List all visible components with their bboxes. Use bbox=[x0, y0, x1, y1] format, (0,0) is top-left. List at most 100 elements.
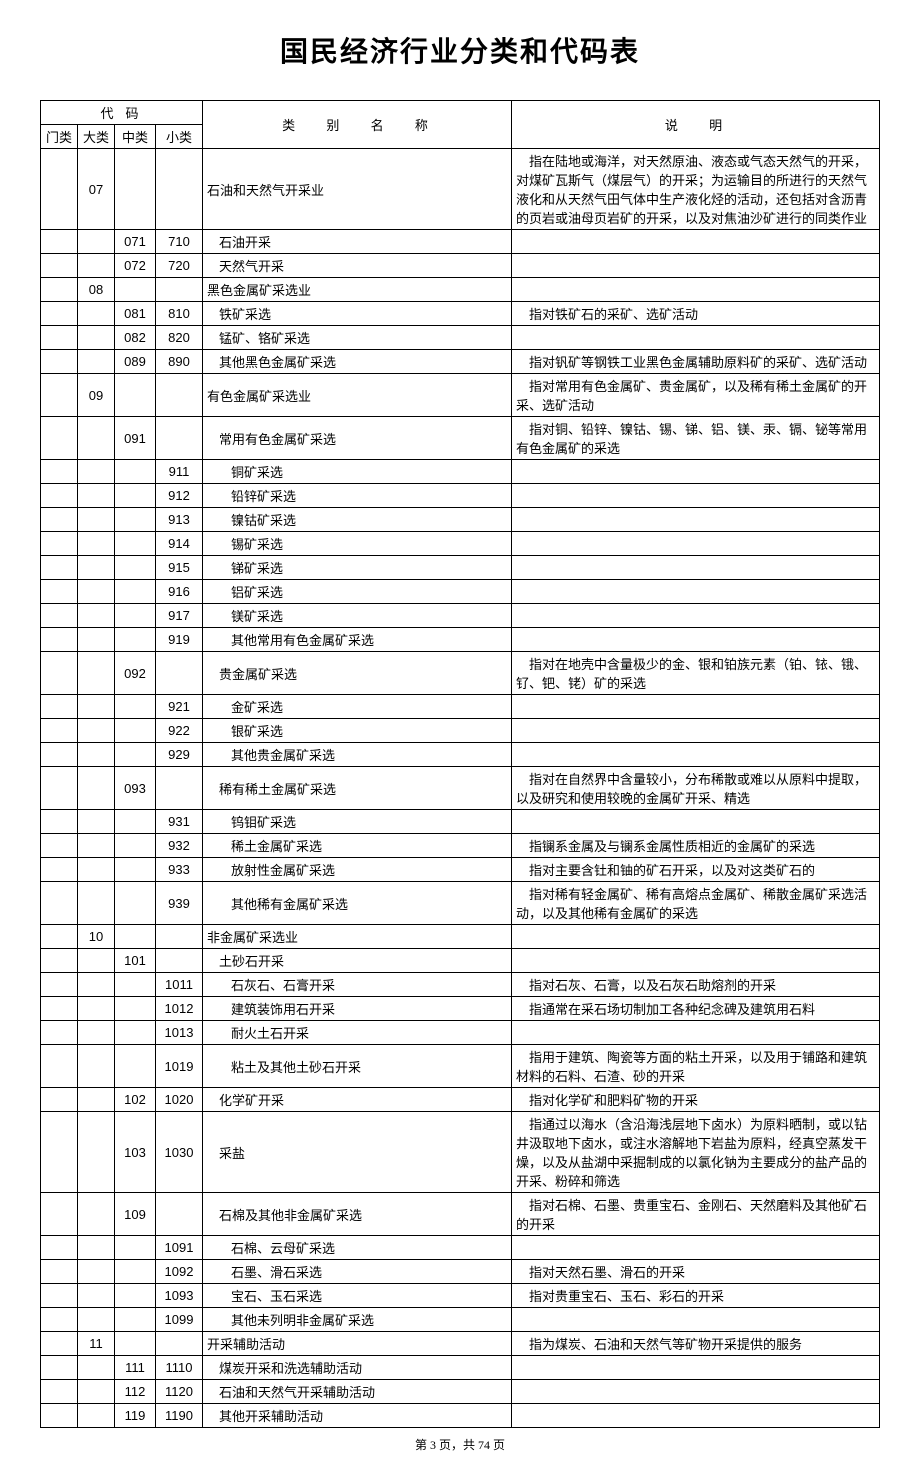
cell-dalei bbox=[78, 652, 115, 695]
cell-desc bbox=[512, 556, 880, 580]
cell-desc: 指对稀有轻金属矿、稀有高熔点金属矿、稀散金属矿采选活动，以及其他稀有金属矿的采选 bbox=[512, 882, 880, 925]
cell-menlei bbox=[41, 1356, 78, 1380]
cell-name: 稀有稀土金属矿采选 bbox=[203, 767, 512, 810]
cell-name: 常用有色金属矿采选 bbox=[203, 417, 512, 460]
table-row: 922银矿采选 bbox=[41, 719, 880, 743]
table-row: 1031030采盐 指通过以海水（含沿海浅层地下卤水）为原料晒制，或以钻井汲取地… bbox=[41, 1112, 880, 1193]
table-row: 089890其他黑色金属矿采选 指对钒矿等钢铁工业黑色金属辅助原料矿的采矿、选矿… bbox=[41, 350, 880, 374]
cell-menlei bbox=[41, 1284, 78, 1308]
cell-dalei bbox=[78, 882, 115, 925]
header-desc: 说 明 bbox=[512, 101, 880, 149]
cell-zhonglei bbox=[115, 508, 156, 532]
cell-xiaolei: 917 bbox=[156, 604, 203, 628]
cell-name: 非金属矿采选业 bbox=[203, 925, 512, 949]
cell-menlei bbox=[41, 1332, 78, 1356]
cell-xiaolei: 913 bbox=[156, 508, 203, 532]
cell-dalei bbox=[78, 1112, 115, 1193]
cell-dalei bbox=[78, 1284, 115, 1308]
cell-dalei bbox=[78, 484, 115, 508]
header-menlei: 门类 bbox=[41, 125, 78, 149]
cell-menlei bbox=[41, 719, 78, 743]
cell-dalei bbox=[78, 326, 115, 350]
cell-menlei bbox=[41, 350, 78, 374]
cell-dalei bbox=[78, 1356, 115, 1380]
cell-desc bbox=[512, 1404, 880, 1428]
cell-dalei bbox=[78, 810, 115, 834]
cell-xiaolei bbox=[156, 767, 203, 810]
cell-xiaolei: 933 bbox=[156, 858, 203, 882]
cell-menlei bbox=[41, 767, 78, 810]
cell-dalei bbox=[78, 695, 115, 719]
cell-zhonglei: 109 bbox=[115, 1193, 156, 1236]
table-row: 1092石墨、滑石采选 指对天然石墨、滑石的开采 bbox=[41, 1260, 880, 1284]
cell-name: 镁矿采选 bbox=[203, 604, 512, 628]
cell-desc bbox=[512, 532, 880, 556]
cell-xiaolei: 932 bbox=[156, 834, 203, 858]
table-row: 1121120石油和天然气开采辅助活动 bbox=[41, 1380, 880, 1404]
table-row: 092贵金属矿采选 指对在地壳中含量极少的金、银和铂族元素（铂、铱、锇、钌、钯、… bbox=[41, 652, 880, 695]
cell-desc: 指在陆地或海洋，对天然原油、液态或气态天然气的开采，对煤矿瓦斯气（煤层气）的开采… bbox=[512, 149, 880, 230]
cell-dalei bbox=[78, 1045, 115, 1088]
cell-xiaolei: 1190 bbox=[156, 1404, 203, 1428]
table-row: 1111110煤炭开采和洗选辅助活动 bbox=[41, 1356, 880, 1380]
cell-xiaolei: 1020 bbox=[156, 1088, 203, 1112]
cell-desc: 指对钒矿等钢铁工业黑色金属辅助原料矿的采矿、选矿活动 bbox=[512, 350, 880, 374]
cell-dalei bbox=[78, 302, 115, 326]
cell-dalei bbox=[78, 949, 115, 973]
cell-desc: 指对在地壳中含量极少的金、银和铂族元素（铂、铱、锇、钌、钯、铑）矿的采选 bbox=[512, 652, 880, 695]
cell-desc bbox=[512, 695, 880, 719]
cell-xiaolei: 890 bbox=[156, 350, 203, 374]
cell-dalei bbox=[78, 973, 115, 997]
cell-menlei bbox=[41, 278, 78, 302]
cell-dalei bbox=[78, 1088, 115, 1112]
cell-menlei bbox=[41, 556, 78, 580]
cell-zhonglei bbox=[115, 834, 156, 858]
cell-menlei bbox=[41, 652, 78, 695]
cell-xiaolei: 1093 bbox=[156, 1284, 203, 1308]
cell-desc: 指镧系金属及与镧系金属性质相近的金属矿的采选 bbox=[512, 834, 880, 858]
cell-name: 宝石、玉石采选 bbox=[203, 1284, 512, 1308]
cell-name: 其他贵金属矿采选 bbox=[203, 743, 512, 767]
cell-zhonglei bbox=[115, 484, 156, 508]
cell-name: 石油和天然气开采业 bbox=[203, 149, 512, 230]
table-body: 07石油和天然气开采业 指在陆地或海洋，对天然原油、液态或气态天然气的开采，对煤… bbox=[41, 149, 880, 1428]
cell-xiaolei: 1099 bbox=[156, 1308, 203, 1332]
cell-desc bbox=[512, 230, 880, 254]
cell-desc: 指对天然石墨、滑石的开采 bbox=[512, 1260, 880, 1284]
cell-xiaolei: 1030 bbox=[156, 1112, 203, 1193]
cell-zhonglei: 091 bbox=[115, 417, 156, 460]
cell-menlei bbox=[41, 460, 78, 484]
cell-zhonglei bbox=[115, 460, 156, 484]
cell-zhonglei: 071 bbox=[115, 230, 156, 254]
cell-xiaolei: 1013 bbox=[156, 1021, 203, 1045]
cell-dalei bbox=[78, 230, 115, 254]
cell-xiaolei bbox=[156, 278, 203, 302]
cell-desc bbox=[512, 1236, 880, 1260]
cell-menlei bbox=[41, 1112, 78, 1193]
table-row: 1013耐火土石开采 bbox=[41, 1021, 880, 1045]
table-row: 931钨钼矿采选 bbox=[41, 810, 880, 834]
industry-table: 代码 类 别 名 称 说 明 门类 大类 中类 小类 07石油和天然气开采业 指… bbox=[40, 100, 880, 1428]
cell-zhonglei bbox=[115, 1308, 156, 1332]
table-row: 1099其他未列明非金属矿采选 bbox=[41, 1308, 880, 1332]
table-row: 071710石油开采 bbox=[41, 230, 880, 254]
cell-zhonglei bbox=[115, 810, 156, 834]
cell-name: 化学矿开采 bbox=[203, 1088, 512, 1112]
header-name: 类 别 名 称 bbox=[203, 101, 512, 149]
cell-zhonglei: 082 bbox=[115, 326, 156, 350]
cell-zhonglei bbox=[115, 743, 156, 767]
cell-name: 黑色金属矿采选业 bbox=[203, 278, 512, 302]
cell-zhonglei bbox=[115, 1236, 156, 1260]
cell-dalei bbox=[78, 556, 115, 580]
cell-zhonglei: 102 bbox=[115, 1088, 156, 1112]
header-zhonglei: 中类 bbox=[115, 125, 156, 149]
cell-dalei bbox=[78, 580, 115, 604]
cell-name: 天然气开采 bbox=[203, 254, 512, 278]
cell-zhonglei bbox=[115, 374, 156, 417]
cell-name: 贵金属矿采选 bbox=[203, 652, 512, 695]
cell-xiaolei: 914 bbox=[156, 532, 203, 556]
cell-dalei bbox=[78, 834, 115, 858]
cell-desc bbox=[512, 580, 880, 604]
table-row: 072720天然气开采 bbox=[41, 254, 880, 278]
cell-menlei bbox=[41, 628, 78, 652]
